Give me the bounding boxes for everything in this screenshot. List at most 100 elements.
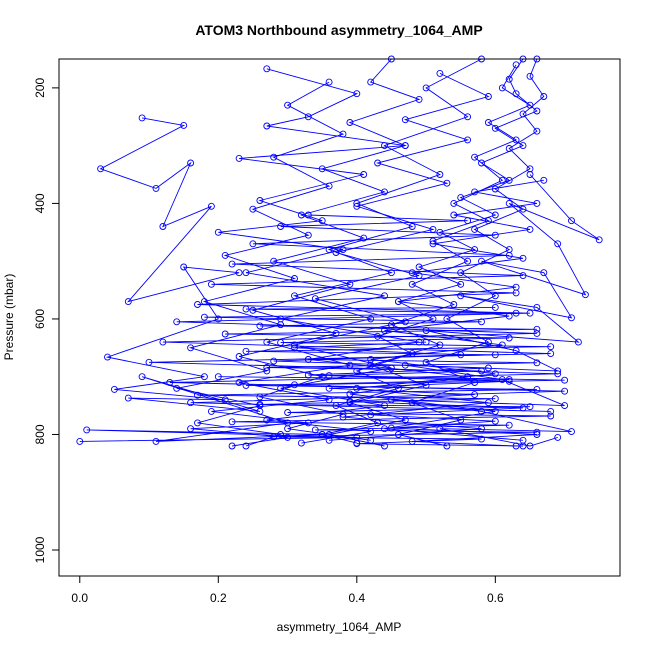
data-point — [415, 263, 423, 271]
data-point — [478, 435, 485, 443]
data-point — [180, 121, 188, 129]
data-point — [512, 347, 520, 355]
series-line — [218, 68, 524, 441]
data-point — [561, 387, 569, 395]
data-point — [214, 373, 222, 381]
data-point — [346, 398, 354, 405]
data-point — [256, 322, 264, 330]
y-tick-label: 800 — [33, 424, 47, 444]
data-point — [367, 315, 375, 323]
y-tick-label: 1000 — [33, 536, 47, 563]
data-point — [457, 351, 465, 359]
data-point — [401, 116, 409, 124]
data-point — [256, 393, 264, 401]
series-6 — [173, 78, 347, 450]
data-point — [464, 136, 472, 144]
series-14 — [270, 338, 541, 450]
data-point — [554, 240, 562, 248]
y-axis: 200 400 600 800 1000 — [33, 78, 60, 563]
data-point — [505, 145, 513, 152]
data-point — [526, 403, 534, 411]
data-point — [484, 399, 492, 407]
x-tick-label: 0.6 — [487, 591, 504, 605]
data-point — [221, 396, 229, 404]
data-point — [574, 338, 582, 346]
data-point — [270, 153, 278, 161]
data-point — [291, 344, 298, 352]
data-point — [512, 309, 520, 317]
data-point — [498, 341, 506, 349]
data-point — [443, 179, 451, 187]
data-point — [491, 351, 499, 359]
data-point — [387, 424, 395, 432]
data-point — [526, 225, 534, 233]
data-point — [221, 330, 229, 338]
series-1 — [214, 65, 527, 444]
data-point — [367, 428, 375, 436]
data-point — [568, 314, 575, 322]
data-point — [97, 165, 105, 173]
data-point — [200, 313, 208, 321]
data-point — [138, 114, 146, 122]
data-point — [152, 437, 160, 445]
data-point — [346, 280, 354, 288]
data-point — [318, 373, 326, 381]
data-point — [374, 159, 382, 167]
data-point — [325, 182, 333, 190]
data-point — [291, 381, 298, 389]
data-point — [464, 257, 472, 265]
series-line — [398, 58, 545, 447]
data-point — [159, 223, 167, 230]
data-point — [491, 303, 499, 311]
data-point — [76, 437, 84, 445]
y-axis-label: Pressure (mbar) — [2, 274, 16, 361]
data-point — [180, 263, 188, 271]
data-point — [124, 298, 132, 306]
data-point — [547, 412, 555, 420]
data-point — [173, 384, 181, 392]
data-point — [471, 153, 479, 161]
data-point — [408, 280, 416, 288]
data-point — [325, 384, 333, 392]
series-2 — [76, 114, 361, 445]
data-point — [284, 425, 292, 433]
data-point — [256, 197, 264, 204]
series-line — [176, 81, 345, 447]
data-point — [512, 136, 520, 144]
data-point — [242, 442, 250, 450]
data-point — [207, 202, 215, 210]
data-point — [498, 84, 506, 92]
data-point — [228, 260, 236, 268]
data-point — [200, 373, 208, 381]
data-point — [187, 159, 195, 167]
data-point — [263, 364, 271, 371]
data-point — [83, 426, 91, 434]
data-point — [277, 339, 285, 347]
data-point — [214, 228, 222, 236]
data-point — [554, 433, 562, 441]
data-point — [519, 272, 527, 280]
data-point — [401, 142, 409, 150]
data-point — [478, 159, 485, 167]
data-point — [214, 315, 222, 323]
x-tick-label: 0.2 — [210, 591, 227, 605]
data-point — [471, 391, 479, 399]
data-point — [498, 176, 506, 184]
data-point — [235, 269, 243, 277]
data-point — [436, 171, 444, 178]
data-point — [242, 347, 250, 355]
data-point — [194, 419, 201, 427]
data-point — [505, 334, 513, 342]
data-point — [207, 407, 215, 415]
data-point — [519, 404, 527, 412]
data-point — [256, 400, 264, 408]
data-point — [353, 384, 361, 392]
data-point — [187, 399, 195, 407]
data-point — [512, 61, 520, 69]
data-point — [367, 355, 375, 363]
data-point — [339, 246, 347, 254]
data-point — [263, 122, 271, 130]
data-point — [408, 437, 416, 445]
data-point — [304, 231, 312, 239]
data-point — [484, 119, 492, 126]
